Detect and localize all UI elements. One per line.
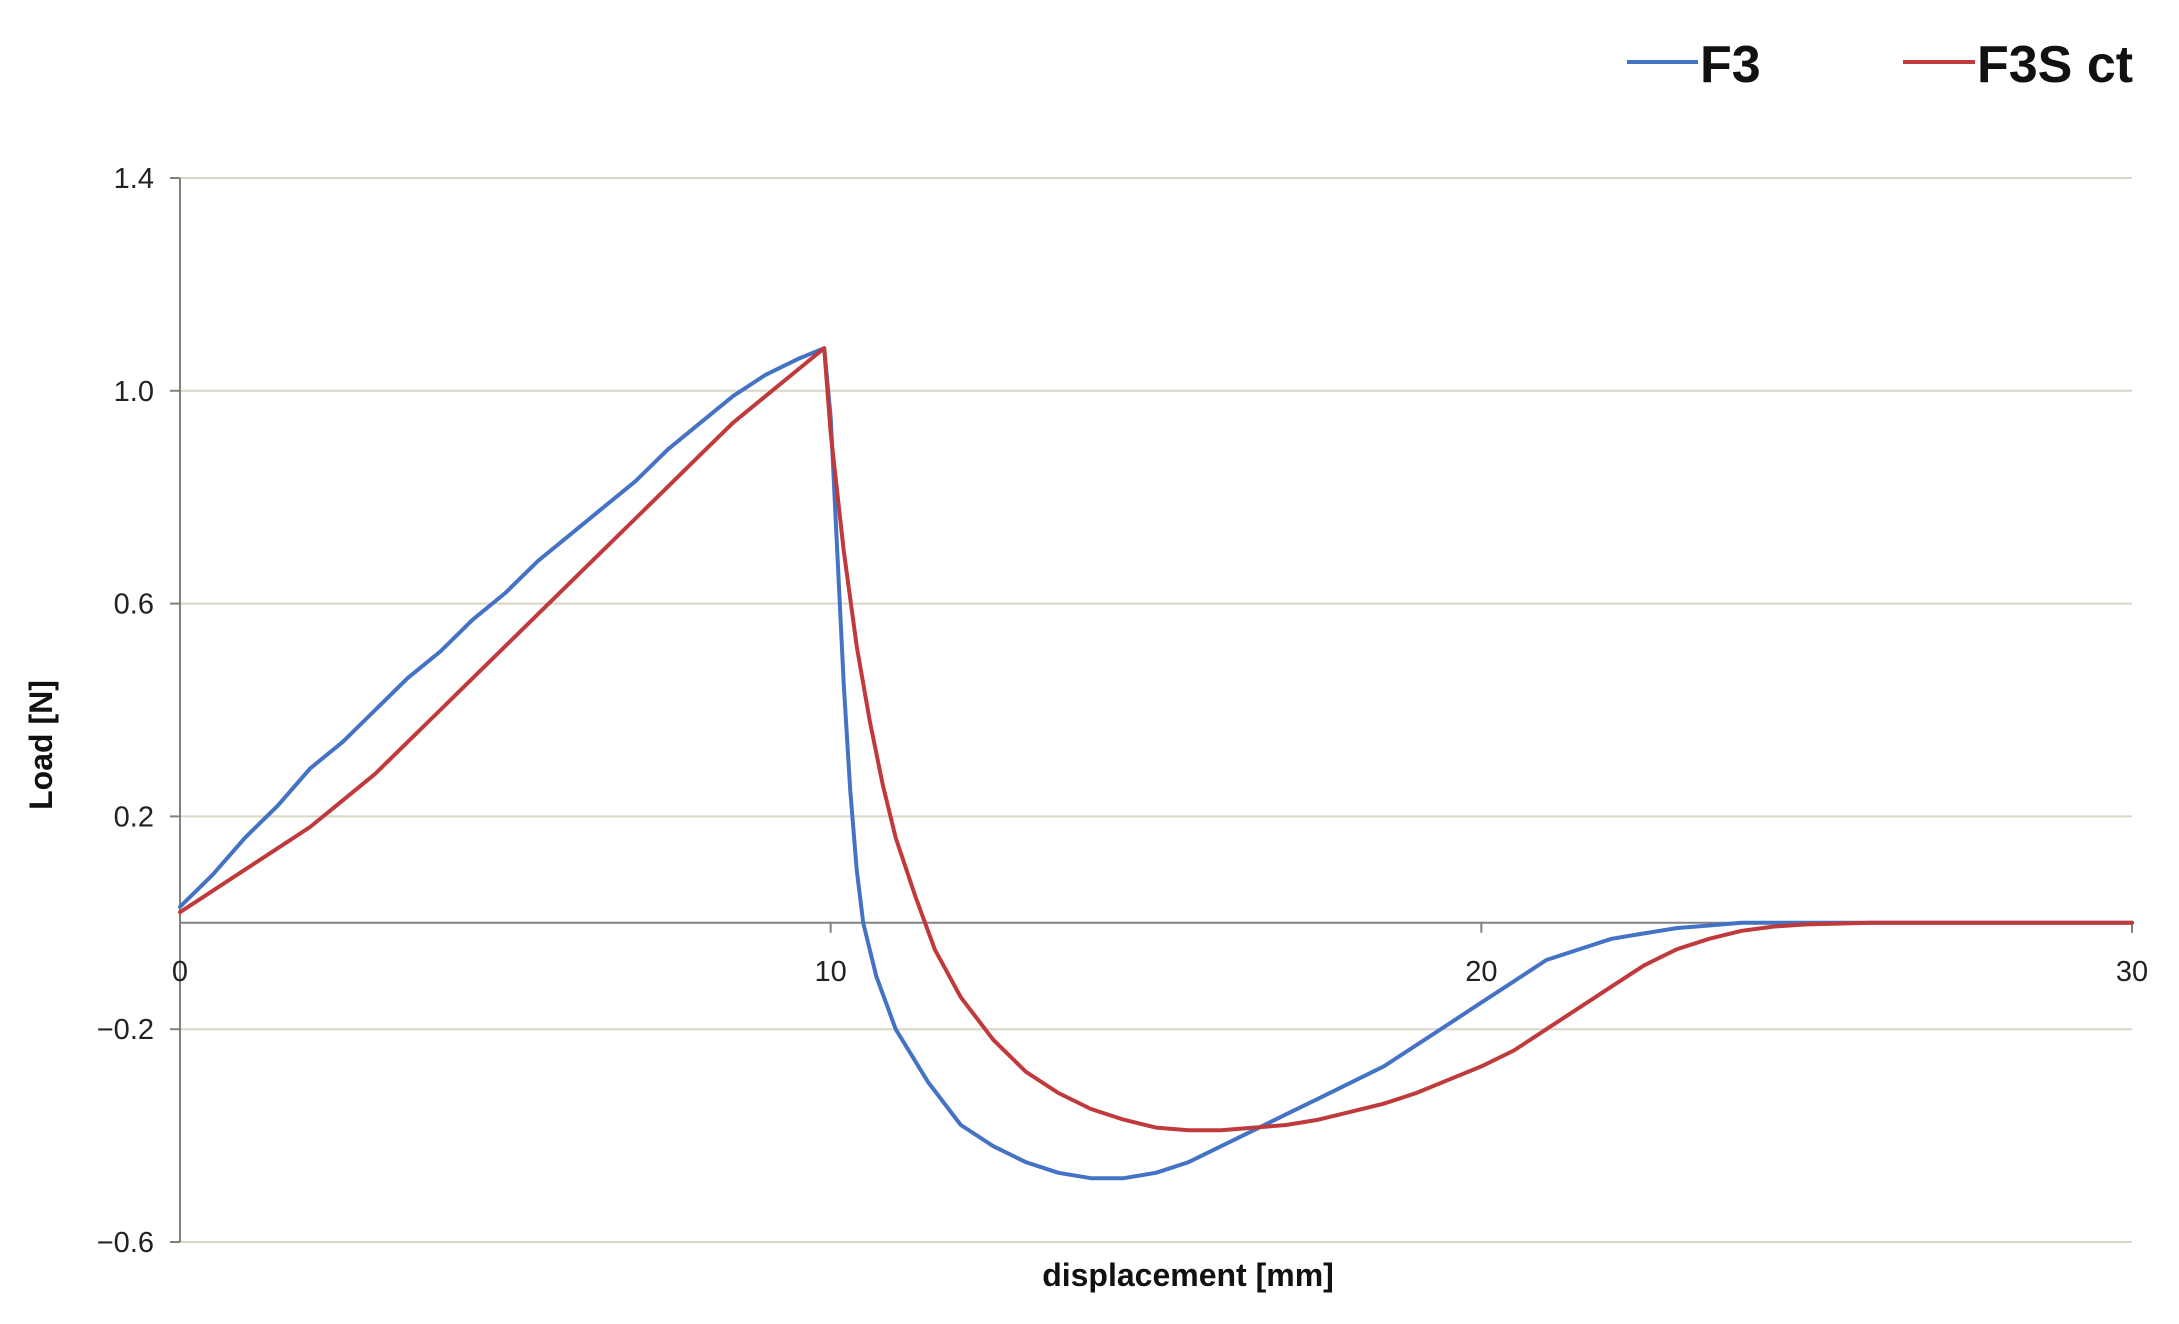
x-tick-label: 30 <box>2116 956 2148 988</box>
y-tick-label: 1.4 <box>114 163 154 195</box>
x-axis-title: displacement [mm] <box>1042 1257 1334 1293</box>
series-lines <box>178 346 2134 1181</box>
x-tick-label: 0 <box>172 956 188 988</box>
x-tick-label: 20 <box>1465 956 1497 988</box>
y-axis-title: Load [N] <box>23 680 59 810</box>
y-tick-label: 0.6 <box>114 589 154 621</box>
y-tick-label: 1.0 <box>114 376 154 408</box>
series-line-f3s-ct <box>178 346 2134 1133</box>
axes <box>170 177 2133 1243</box>
y-tick-label: −0.2 <box>97 1014 154 1046</box>
y-tick-label: −0.6 <box>97 1227 154 1259</box>
series-line-f3 <box>178 346 2134 1181</box>
x-tick-label: 10 <box>815 956 847 988</box>
tick-labels: 1.4 1.0 0.6 0.2 −0.2 −0.6 0 10 20 30 <box>97 163 2148 1259</box>
y-tick-label: 0.2 <box>114 801 154 833</box>
grid-lines <box>180 177 2132 1243</box>
legend: F3 F3S ct <box>1627 36 2133 94</box>
legend-label-f3s-ct: F3S ct <box>1977 36 2133 94</box>
legend-label-f3: F3 <box>1700 36 1761 94</box>
